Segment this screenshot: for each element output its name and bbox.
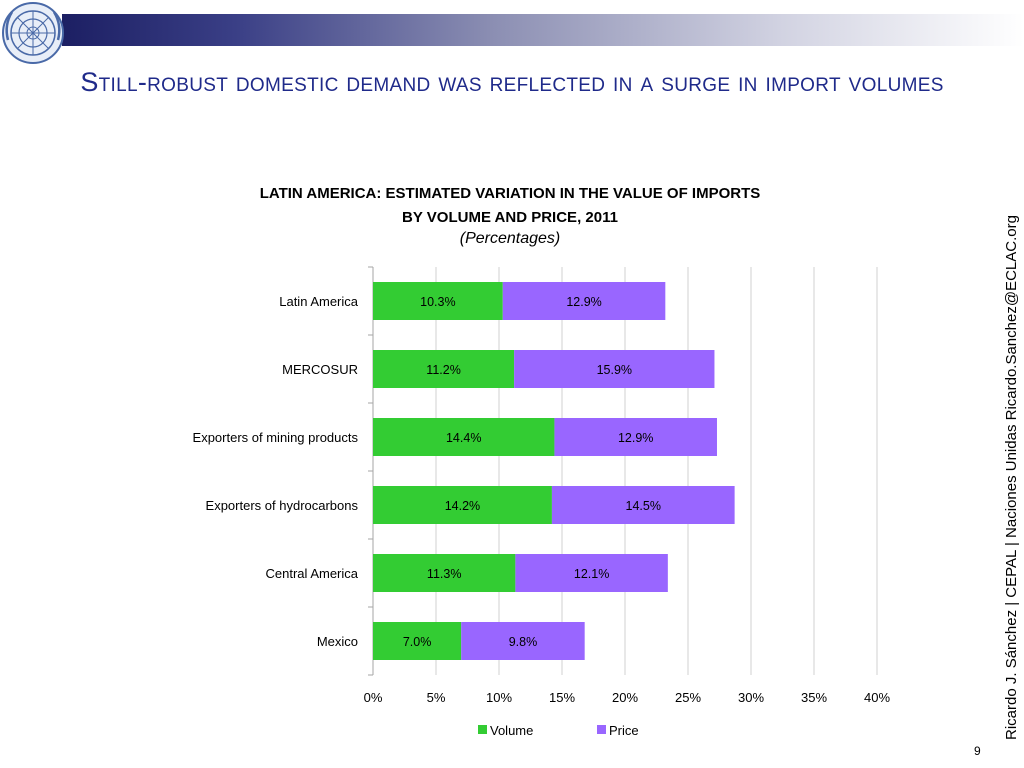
side-credit: Ricardo J. Sánchez | CEPAL | Naciones Un… bbox=[1003, 215, 1020, 740]
legend-label: Price bbox=[609, 723, 639, 738]
category-label: Central America bbox=[266, 566, 359, 581]
data-label: 12.9% bbox=[566, 295, 601, 309]
chart-title-line1: LATIN AMERICA: ESTIMATED VARIATION IN TH… bbox=[259, 185, 761, 202]
data-label: 12.9% bbox=[618, 431, 653, 445]
data-label: 9.8% bbox=[509, 635, 538, 649]
chart-subtitle: (Percentages) bbox=[459, 230, 561, 247]
category-label: MERCOSUR bbox=[282, 362, 358, 377]
bar-price bbox=[502, 282, 666, 320]
x-tick-label: 40% bbox=[864, 690, 890, 705]
bar-price bbox=[461, 622, 585, 660]
slide-title: Still-robust domestic demand was reflect… bbox=[80, 67, 944, 97]
data-label: 11.3% bbox=[427, 567, 462, 581]
x-tick-label: 5% bbox=[427, 690, 446, 705]
x-tick-label: 10% bbox=[486, 690, 512, 705]
x-tick-label: 20% bbox=[612, 690, 638, 705]
bar-volume bbox=[373, 486, 552, 524]
bar-price bbox=[551, 486, 735, 524]
category-label: Latin America bbox=[279, 294, 359, 309]
chart-title-line2: BY VOLUME AND PRICE, 2011 bbox=[402, 209, 618, 226]
data-label: 10.3% bbox=[420, 295, 455, 309]
bar-volume bbox=[373, 622, 462, 660]
legend-swatch-price bbox=[597, 725, 606, 734]
bar-volume bbox=[373, 282, 503, 320]
bar-volume bbox=[373, 554, 516, 592]
chart-title: LATIN AMERICA: ESTIMATED VARIATION IN TH… bbox=[180, 182, 840, 230]
bar-price bbox=[515, 554, 668, 592]
bar-volume bbox=[373, 350, 515, 388]
data-label: 11.2% bbox=[426, 363, 461, 377]
data-label: 14.2% bbox=[445, 499, 480, 513]
x-tick-label: 35% bbox=[801, 690, 827, 705]
data-label: 14.5% bbox=[626, 499, 661, 513]
category-label: Mexico bbox=[317, 634, 358, 649]
data-label: 14.4% bbox=[446, 431, 481, 445]
data-label: 15.9% bbox=[597, 363, 632, 377]
x-tick-label: 25% bbox=[675, 690, 701, 705]
bar-volume bbox=[373, 418, 555, 456]
category-label: Exporters of hydrocarbons bbox=[206, 498, 359, 513]
data-label: 12.1% bbox=[574, 567, 609, 581]
un-emblem-icon bbox=[2, 2, 64, 64]
bar-price bbox=[554, 418, 717, 456]
data-label: 7.0% bbox=[403, 635, 432, 649]
legend-swatch-volume bbox=[478, 725, 487, 734]
x-tick-label: 0% bbox=[364, 690, 383, 705]
bar-price bbox=[514, 350, 715, 388]
header-gradient-bar bbox=[62, 14, 1024, 46]
x-tick-label: 30% bbox=[738, 690, 764, 705]
x-tick-label: 15% bbox=[549, 690, 575, 705]
legend-label: Volume bbox=[490, 723, 533, 738]
category-label: Exporters of mining products bbox=[193, 430, 359, 445]
page-number: 9 bbox=[974, 744, 981, 758]
